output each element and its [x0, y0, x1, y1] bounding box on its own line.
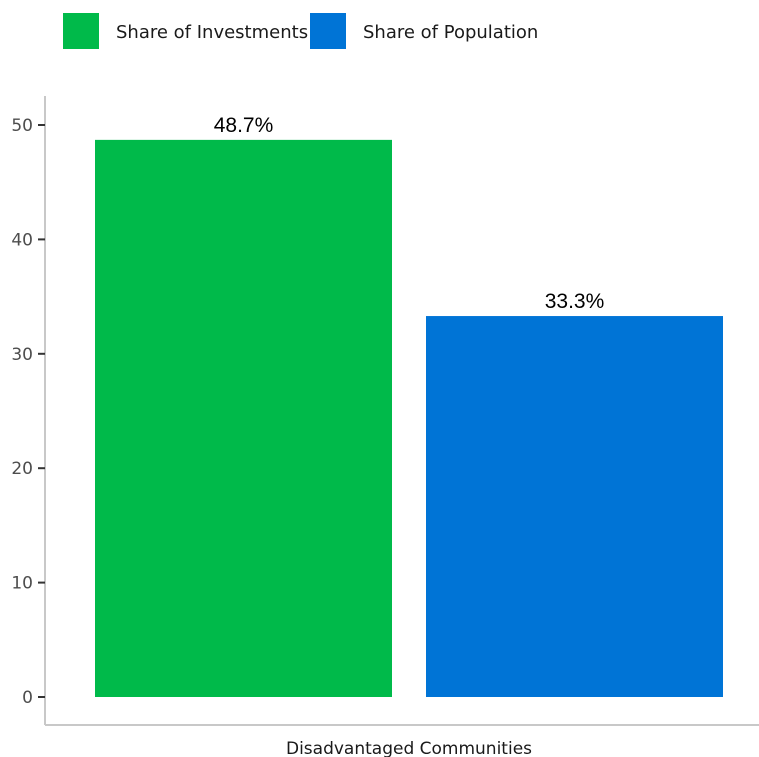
y-tick-label: 40: [11, 230, 33, 250]
y-tick-label: 50: [11, 116, 33, 136]
y-tick-label: 10: [11, 574, 33, 594]
y-tick-label: 0: [22, 688, 33, 708]
x-category-label: Disadvantaged Communities: [286, 739, 532, 757]
data-label-investments: 48.7%: [214, 114, 274, 137]
bar-share-of-population: [426, 316, 723, 697]
bars: [95, 139, 723, 697]
y-tick-label: 30: [11, 345, 33, 365]
data-labels: 48.7% 33.3%: [214, 114, 605, 313]
legend: Share of Investments Share of Population: [63, 13, 538, 49]
legend-swatch-investments: [63, 13, 99, 49]
legend-item-investments: Share of Investments: [63, 13, 308, 49]
y-tick-label: 20: [11, 459, 33, 479]
legend-label-population: Share of Population: [363, 22, 538, 43]
y-axis-ticks: 0 10 20 30 40 50: [11, 116, 45, 708]
legend-item-population: Share of Population: [310, 13, 538, 49]
data-label-population: 33.3%: [545, 290, 605, 313]
bar-share-of-investments: [95, 139, 392, 697]
legend-label-investments: Share of Investments: [116, 22, 308, 43]
legend-swatch-population: [310, 13, 346, 49]
